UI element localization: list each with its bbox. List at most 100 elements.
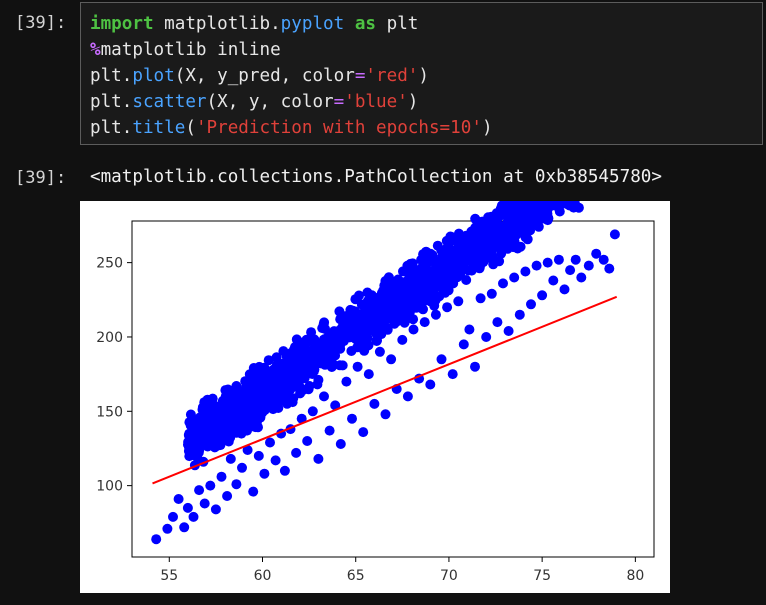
scatter-point	[470, 361, 480, 372]
scatter-point	[291, 371, 301, 382]
scatter-point	[503, 326, 514, 336]
plot-area	[131, 220, 655, 558]
x-tick-label: 65	[347, 568, 365, 584]
y-axis: 100 150 200 250	[96, 256, 132, 495]
code-token: plt.	[90, 66, 133, 86]
scatter-point	[470, 213, 481, 224]
scatter-point	[425, 379, 436, 390]
scatter-point	[335, 439, 346, 449]
code-token: 'red'	[365, 66, 419, 86]
scatter-point	[243, 382, 254, 393]
scatter-point	[548, 275, 559, 286]
scatter-point	[484, 245, 495, 256]
code-token: plt	[376, 14, 419, 34]
scatter-point	[376, 329, 387, 340]
code-token: matplotlib.	[153, 14, 281, 34]
code-token: plt.	[90, 118, 133, 138]
scatter-point	[447, 232, 458, 243]
code-line: %matplotlib inline	[90, 37, 762, 63]
scatter-point	[324, 353, 334, 364]
scatter-point	[542, 257, 553, 268]
scatter-point	[464, 232, 475, 243]
scatter-point	[576, 272, 587, 283]
scatter-point	[199, 498, 210, 509]
code-cell[interactable]: import matplotlib.pyplot as plt %matplotl…	[80, 2, 763, 145]
scatter-point	[258, 376, 269, 387]
scatter-point	[400, 284, 411, 295]
scatter-point	[358, 340, 368, 351]
y-tick-label: 150	[96, 404, 123, 420]
scatter-point	[173, 494, 184, 504]
scatter-point	[280, 369, 291, 380]
scatter-point	[369, 398, 380, 409]
scatter-point	[284, 384, 294, 395]
scatter-point	[231, 479, 242, 490]
scatter-point	[237, 462, 247, 473]
scatter-point	[445, 249, 456, 260]
scatter-point	[570, 254, 581, 265]
scatter-point	[313, 453, 324, 464]
scatter-point	[453, 296, 464, 307]
y-tick-label: 200	[96, 330, 123, 346]
scatter-point	[194, 485, 205, 496]
scatter-point	[299, 373, 310, 384]
x-tick-label: 80	[626, 568, 644, 584]
scatter-point	[591, 248, 602, 259]
y-tick-label: 100	[96, 479, 123, 495]
scatter-point	[402, 260, 413, 271]
scatter-point	[345, 304, 356, 315]
scatter-point	[436, 354, 447, 365]
scatter-point	[380, 409, 391, 420]
scatter-point	[341, 376, 352, 387]
code-token: matplotlib inline	[100, 40, 281, 60]
scatter-point	[287, 397, 298, 408]
scatter-point	[391, 281, 402, 292]
scatter-point	[553, 203, 564, 214]
code-token: title	[132, 118, 186, 138]
scatter-point	[302, 349, 313, 360]
scatter-plot: 55 60 65 70 75 80 100 150 200 250	[80, 201, 670, 593]
scatter-point	[380, 300, 391, 311]
scatter-point	[185, 409, 196, 420]
scatter-point	[419, 317, 430, 328]
code-token: plot	[132, 66, 175, 86]
scatter-point	[548, 201, 558, 205]
scatter-point	[418, 249, 429, 260]
x-axis: 55 60 65 70 75 80	[160, 557, 644, 584]
scatter-point	[442, 269, 453, 280]
scatter-point	[443, 285, 454, 296]
scatter-point	[442, 302, 453, 313]
scatter-point	[271, 373, 282, 384]
x-tick-label: 75	[533, 568, 551, 584]
scatter-point	[559, 284, 570, 295]
code-token: 'Prediction with epochs=10'	[195, 118, 482, 138]
code-token: as	[354, 14, 377, 34]
scatter-point	[248, 390, 259, 401]
output-prompt: [39]:	[15, 168, 67, 188]
scatter-point	[473, 234, 484, 245]
scatter-point	[319, 317, 330, 328]
scatter-point	[273, 403, 284, 413]
scatter-point	[261, 387, 272, 398]
scatter-point	[448, 260, 458, 271]
code-line: plt.title('Prediction with epochs=10')	[90, 115, 762, 141]
code-token: =	[333, 92, 345, 112]
scatter-point	[222, 491, 233, 501]
code-block: import matplotlib.pyplot as plt %matplotl…	[90, 11, 762, 141]
scatter-point	[509, 210, 520, 221]
input-prompt: [39]:	[15, 13, 67, 33]
scatter-point	[350, 294, 361, 305]
scatter-point	[568, 202, 579, 213]
scatter-point	[510, 201, 521, 208]
x-tick-label: 55	[160, 568, 178, 584]
scatter-point	[565, 265, 576, 276]
scatter-point	[487, 219, 498, 230]
y-tick-label: 250	[96, 256, 123, 272]
scatter-point	[192, 423, 203, 434]
scatter-point	[554, 201, 563, 203]
scatter-point	[319, 391, 329, 402]
scatter-point	[422, 257, 433, 268]
scatter-point	[501, 201, 512, 211]
scatter-point	[279, 465, 290, 476]
scatter-point	[231, 399, 242, 409]
